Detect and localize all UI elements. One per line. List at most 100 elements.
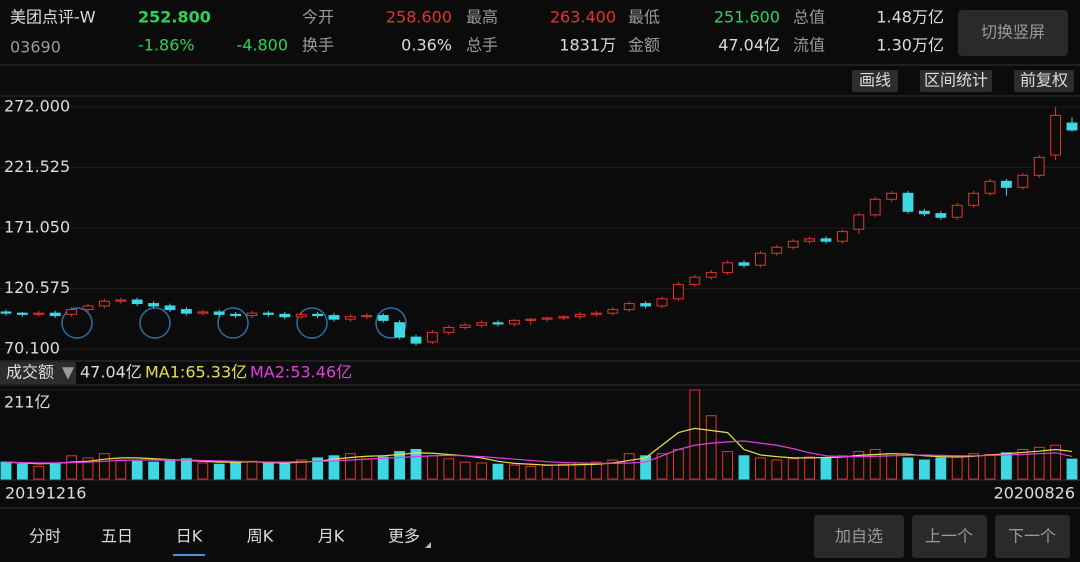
stat-label: 金额 <box>628 36 660 55</box>
volume-bar <box>49 462 61 480</box>
volume-bar <box>623 453 635 480</box>
volume-bar <box>410 448 422 480</box>
candle-body <box>328 315 340 320</box>
indicator-label[interactable]: 成交额 <box>6 363 54 382</box>
candle-body <box>886 192 898 200</box>
tab[interactable]: 日K <box>176 527 203 546</box>
volume-bar <box>230 461 242 480</box>
tab[interactable]: 月K <box>318 527 345 546</box>
candle-body <box>344 316 356 320</box>
candle-body <box>312 313 324 317</box>
tab[interactable]: 五日 <box>101 527 133 546</box>
y-tick-label: 70.100 <box>4 339 60 358</box>
action-label[interactable]: 加自选 <box>835 527 883 546</box>
volume-bar <box>820 457 832 480</box>
volume-bar <box>1017 448 1029 480</box>
toolbar-label[interactable]: 画线 <box>859 71 891 90</box>
candle-body <box>525 318 537 321</box>
action-label[interactable]: 下一个 <box>1008 527 1056 546</box>
candle-body <box>295 313 307 318</box>
tab[interactable]: 分时 <box>29 527 61 546</box>
indicator-select[interactable] <box>0 362 76 384</box>
candle-body <box>33 312 45 315</box>
candle-body <box>394 322 406 338</box>
stock-code: 03690 <box>10 38 61 57</box>
volume-bar <box>459 461 471 480</box>
ma-line <box>5 440 1073 464</box>
candle-body <box>361 315 373 318</box>
move-left[interactable] <box>217 307 249 339</box>
candle-body <box>459 324 471 329</box>
candle-body <box>918 210 930 215</box>
tab[interactable]: 周K <box>247 527 274 546</box>
candle-body <box>689 276 701 285</box>
switch-label[interactable]: 切换竖屏 <box>981 23 1045 42</box>
volume-bar <box>508 464 520 480</box>
candle-body <box>148 303 160 307</box>
volume-bar <box>131 460 143 480</box>
toolbar-button[interactable] <box>1014 70 1074 92</box>
change-pct: -1.86% <box>138 36 195 55</box>
legend-entry: MA2:53.46亿 <box>250 363 352 382</box>
switch-button[interactable] <box>958 10 1068 56</box>
candle-body <box>574 313 586 318</box>
candle-body <box>82 305 94 311</box>
stat-label: 今开 <box>302 8 334 27</box>
action-button[interactable] <box>995 515 1070 558</box>
candle-body <box>115 299 127 302</box>
volume-bar <box>164 459 176 480</box>
action-label[interactable]: 上一个 <box>925 527 973 546</box>
zoom-out[interactable] <box>61 307 93 339</box>
y-tick-label: 171.050 <box>4 218 70 237</box>
tab[interactable]: 更多 <box>388 527 420 546</box>
volume-bar <box>492 463 504 480</box>
candle-body <box>164 305 176 311</box>
candle-body <box>443 327 455 333</box>
candle-body <box>508 319 520 325</box>
candle-body <box>672 283 684 300</box>
candle-body <box>984 180 996 194</box>
candle-body <box>279 313 291 318</box>
candle-body <box>492 322 504 325</box>
dropdown-arrow: ▼ <box>62 363 75 382</box>
legend-entry: MA1:65.33亿 <box>145 363 247 382</box>
candle-body <box>935 213 947 218</box>
candle-body <box>590 312 602 315</box>
toolbar-button[interactable] <box>920 70 992 92</box>
candle-body <box>1066 122 1078 131</box>
action-button[interactable] <box>814 515 904 558</box>
stat-label: 换手 <box>302 36 334 55</box>
candle-body <box>131 299 143 305</box>
candle-body <box>213 311 225 315</box>
y-tick-label: 120.575 <box>4 278 70 297</box>
action-button[interactable] <box>912 515 987 558</box>
move-right[interactable] <box>296 307 328 339</box>
candle-body <box>197 311 209 314</box>
toolbar-button[interactable] <box>852 70 898 92</box>
candle-body <box>722 262 734 273</box>
change: -4.800 <box>236 36 288 55</box>
stat-value: 0.36% <box>401 36 452 55</box>
volume-bar <box>771 459 783 480</box>
candle-body <box>558 316 570 319</box>
price: 252.800 <box>138 8 211 27</box>
candle-body <box>230 313 242 317</box>
toolbar-label[interactable]: 前复权 <box>1020 71 1068 90</box>
toolbar-label[interactable]: 区间统计 <box>924 71 988 90</box>
candle-body <box>787 240 799 248</box>
candle-body <box>98 300 110 307</box>
reset[interactable] <box>375 307 407 339</box>
volume-bar <box>1050 444 1062 480</box>
stat-label: 总值 <box>793 8 825 27</box>
zoom-in[interactable] <box>139 307 171 339</box>
volume-bar <box>968 453 980 480</box>
stock-name: 美团点评-W <box>10 8 96 27</box>
more-arrow <box>425 542 431 548</box>
volume-bar <box>0 461 12 480</box>
volume-bar <box>935 457 947 480</box>
stat-value: 263.400 <box>550 8 616 27</box>
zoom-controls <box>61 307 407 339</box>
candle-body <box>377 315 389 321</box>
x-tick-label: 20200826 <box>994 484 1075 503</box>
volume-bar <box>1000 452 1012 480</box>
